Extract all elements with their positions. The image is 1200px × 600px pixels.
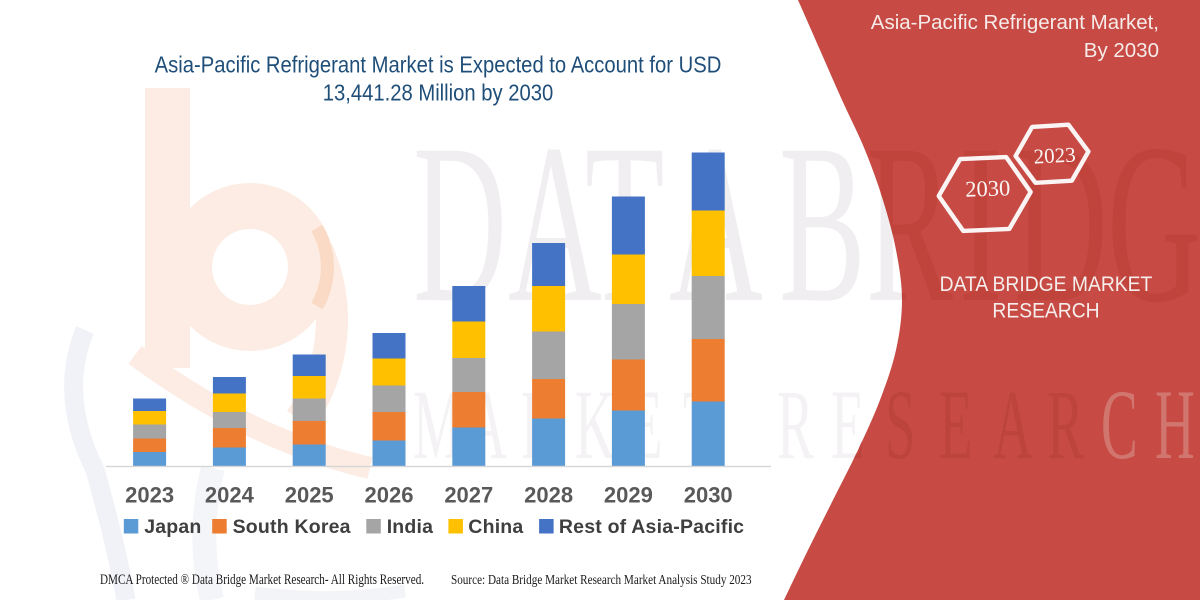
- svg-text:I: I: [959, 99, 1002, 351]
- svg-text:Japan: Japan: [144, 516, 201, 538]
- svg-text:2023: 2023: [1033, 142, 1076, 168]
- svg-text:2030: 2030: [965, 175, 1011, 202]
- svg-text:2024: 2024: [205, 483, 255, 508]
- svg-text:13,441.28 Million by 2030: 13,441.28 Million by 2030: [323, 79, 554, 106]
- svg-text:India: India: [387, 516, 434, 538]
- svg-text:G: G: [1107, 99, 1200, 351]
- svg-text:2026: 2026: [365, 483, 414, 508]
- svg-text:Asia-Pacific Refrigerant Marke: Asia-Pacific Refrigerant Market,: [871, 11, 1159, 34]
- svg-text:E: E: [939, 370, 973, 480]
- svg-text:2029: 2029: [604, 483, 653, 508]
- svg-text:H: H: [1155, 370, 1195, 480]
- svg-text:Source: Data Bridge Market Res: Source: Data Bridge Market Research Mark…: [451, 572, 752, 587]
- svg-text:R: R: [777, 370, 814, 480]
- svg-text:A: A: [993, 370, 1033, 480]
- svg-text:2023: 2023: [125, 483, 174, 508]
- svg-text:DATA BRIDGE MARKET: DATA BRIDGE MARKET: [940, 273, 1153, 296]
- svg-text:2028: 2028: [524, 483, 573, 508]
- svg-text:South Korea: South Korea: [233, 516, 351, 538]
- svg-text:DMCA Protected ® Data Bridge M: DMCA Protected ® Data Bridge Market Rese…: [100, 571, 424, 588]
- svg-text:2027: 2027: [444, 483, 493, 508]
- svg-text:R: R: [1047, 370, 1084, 480]
- svg-text:By 2030: By 2030: [1084, 39, 1159, 62]
- svg-text:D: D: [1014, 99, 1108, 351]
- svg-text:China: China: [468, 516, 523, 538]
- svg-text:2025: 2025: [285, 483, 334, 508]
- svg-text:Asia-Pacific Refrigerant Marke: Asia-Pacific Refrigerant Market is Expec…: [155, 51, 722, 78]
- svg-text:S: S: [885, 370, 916, 480]
- svg-text:RESEARCH: RESEARCH: [992, 300, 1099, 323]
- svg-text:Rest of Asia-Pacific: Rest of Asia-Pacific: [559, 516, 744, 538]
- svg-text:B: B: [779, 99, 866, 351]
- svg-text:C: C: [1101, 370, 1138, 480]
- svg-text:2030: 2030: [684, 483, 733, 508]
- svg-text:K: K: [575, 370, 615, 480]
